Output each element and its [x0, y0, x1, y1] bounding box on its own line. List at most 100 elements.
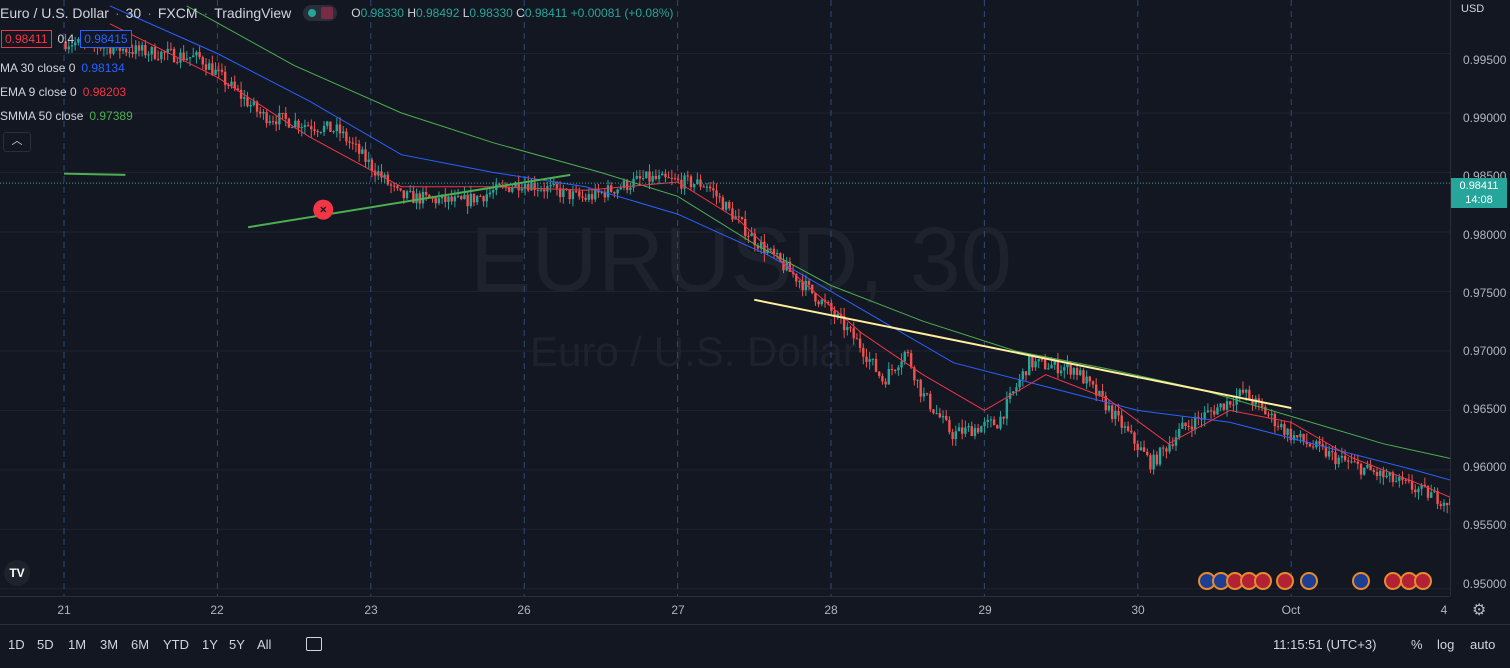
candle-body: [648, 171, 651, 182]
candle-body: [753, 233, 756, 246]
candle-body: [1165, 448, 1168, 452]
candle-body: [1308, 443, 1312, 447]
indicator-ema9[interactable]: EMA 9 close 0 0.98203: [0, 85, 126, 99]
candle-body: [1327, 451, 1331, 457]
candle-body: [278, 113, 281, 125]
candle-body: [1088, 376, 1092, 382]
candle-body: [1260, 402, 1264, 407]
candle-body: [99, 47, 102, 49]
events-row[interactable]: [1196, 572, 1436, 594]
price-tick: 0.99500: [1463, 53, 1507, 67]
candle-body: [319, 131, 323, 133]
range-1m-button[interactable]: 1M: [68, 637, 87, 652]
range-5d-button[interactable]: 5D: [37, 637, 54, 652]
log-toggle[interactable]: log: [1437, 637, 1455, 652]
range-ytd-button[interactable]: YTD: [163, 637, 189, 652]
candle-body: [77, 39, 80, 43]
candle-body: [1430, 492, 1433, 498]
candle-body: [925, 393, 929, 395]
auto-toggle[interactable]: auto: [1470, 637, 1496, 652]
candle-body: [380, 171, 383, 178]
last-price-label: 0.98411 14:08: [1451, 178, 1507, 208]
candle-body: [434, 197, 437, 204]
candle-body: [297, 120, 300, 129]
eu-flag-icon[interactable]: [1352, 572, 1370, 590]
indicator-ma30[interactable]: MA 30 close 0 0.98134: [0, 61, 125, 75]
chart-canvas[interactable]: ×: [0, 0, 1450, 596]
settings-gear-icon[interactable]: ⚙: [1472, 602, 1487, 619]
buy-button[interactable]: 0.98415: [80, 30, 132, 48]
candle-body: [970, 426, 973, 437]
range-1y-button[interactable]: 1Y: [202, 637, 218, 652]
candle-body: [1056, 360, 1060, 374]
candle-body: [1296, 435, 1299, 438]
candle-body: [1225, 401, 1229, 410]
candle-body: [1369, 465, 1372, 471]
candle-body: [233, 81, 236, 89]
percent-toggle[interactable]: %: [1411, 637, 1423, 652]
us-flag-icon[interactable]: [1254, 572, 1272, 590]
candle-body: [846, 327, 849, 331]
candle-body: [1401, 477, 1404, 480]
candle-body: [239, 89, 243, 99]
candle-body: [1050, 364, 1053, 369]
candle-body: [1155, 454, 1159, 465]
chart-pane[interactable]: EURUSD, 30 Euro / U.S. Dollar × Euro / U…: [0, 0, 1450, 596]
candle-body: [1069, 363, 1072, 375]
time-scale[interactable]: 21 22 23 26 27 28 29 30 Oct 4 ⚙: [0, 596, 1486, 624]
trendline-drawing: [247, 173, 571, 229]
candle-body: [125, 48, 128, 53]
interval-label[interactable]: 30: [125, 5, 142, 21]
candle-body: [1388, 472, 1391, 476]
market-status-icon[interactable]: [303, 5, 338, 21]
candle-body: [555, 183, 559, 189]
candle-body: [884, 381, 887, 385]
candle-body: [788, 261, 792, 272]
candle-body: [163, 51, 166, 53]
candle-body: [906, 351, 910, 354]
candle-body: [1343, 456, 1347, 461]
candle-body: [1216, 407, 1219, 415]
candle-body: [179, 52, 182, 63]
candle-body: [1005, 398, 1009, 419]
us-flag-icon[interactable]: [1276, 572, 1294, 590]
time-tick: 23: [364, 603, 378, 617]
tradingview-logo-icon[interactable]: TV: [4, 560, 30, 586]
candle-body: [616, 189, 619, 194]
candle-body: [814, 293, 817, 302]
candle-body: [1082, 370, 1085, 384]
candle-body: [858, 338, 862, 348]
range-5y-button[interactable]: 5Y: [229, 637, 245, 652]
candle-body: [1286, 428, 1289, 435]
eu-flag-icon[interactable]: [1300, 572, 1318, 590]
candle-body: [1232, 404, 1235, 406]
candle-body: [951, 432, 954, 440]
candle-body: [67, 46, 70, 50]
clock-timezone[interactable]: 11:15:51 (UTC+3): [1273, 637, 1377, 652]
range-3m-button[interactable]: 3M: [100, 637, 119, 652]
symbol-name[interactable]: Euro / U.S. Dollar: [0, 5, 109, 21]
candle-body: [913, 367, 916, 381]
candle-body: [128, 52, 131, 54]
sell-button[interactable]: 0.98411: [1, 30, 52, 48]
candle-body: [957, 427, 961, 432]
date-range-calendar-icon[interactable]: [306, 637, 322, 651]
currency-label[interactable]: USD: [1461, 3, 1485, 15]
range-1d-button[interactable]: 1D: [8, 637, 25, 652]
candle-body: [533, 182, 536, 190]
candle-body: [689, 176, 693, 188]
candle-body: [999, 416, 1002, 429]
range-all-button[interactable]: All: [257, 637, 272, 652]
candle-body: [1015, 387, 1018, 392]
price-scale[interactable]: USD 0.99500 0.99000 0.98500 0.98000 0.97…: [1450, 0, 1510, 596]
us-flag-icon[interactable]: [1414, 572, 1432, 590]
candle-body: [322, 125, 326, 132]
candle-body: [1114, 410, 1117, 419]
candle-body: [932, 409, 935, 414]
collapse-legend-button[interactable]: ︿: [3, 132, 31, 152]
candle-body: [1331, 451, 1334, 453]
range-6m-button[interactable]: 6M: [131, 637, 150, 652]
candle-body: [466, 194, 469, 207]
candle-body: [692, 184, 696, 188]
indicator-smma50[interactable]: SMMA 50 close 0.97389: [0, 109, 133, 123]
